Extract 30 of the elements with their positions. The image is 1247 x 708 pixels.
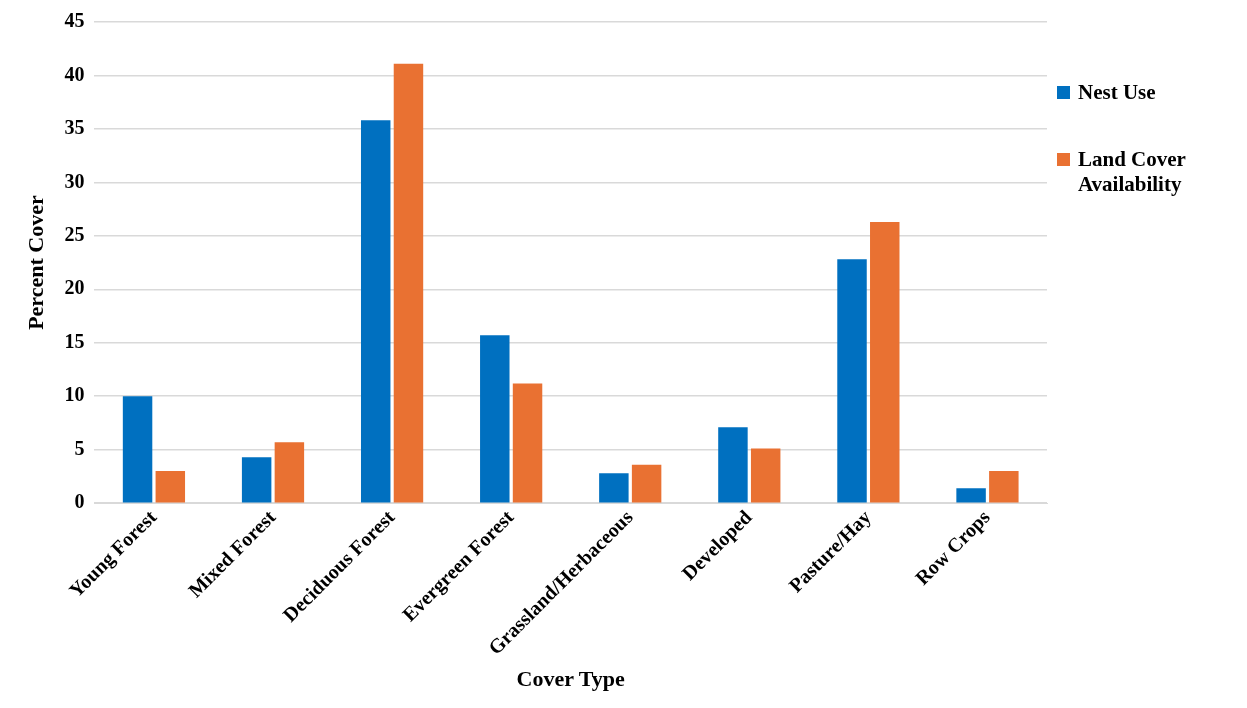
y-tick-label: 30 xyxy=(64,169,85,192)
bar xyxy=(870,221,900,503)
y-tick-label: 40 xyxy=(64,62,85,85)
bar xyxy=(122,396,153,503)
bar xyxy=(155,471,186,503)
bar xyxy=(837,259,867,503)
bar xyxy=(718,427,748,503)
x-axis-title: Cover Type xyxy=(516,666,626,692)
bar xyxy=(480,335,510,503)
bar xyxy=(989,471,1019,503)
y-tick-label: 10 xyxy=(64,383,85,406)
y-tick-label: 15 xyxy=(64,329,85,352)
bar xyxy=(274,442,305,503)
y-tick-label: 35 xyxy=(64,116,85,139)
y-tick-label: 25 xyxy=(64,223,85,246)
y-tick-label: 5 xyxy=(74,436,85,459)
bar xyxy=(750,448,781,503)
y-tick-label: 0 xyxy=(74,490,85,513)
bar xyxy=(599,473,629,503)
bar xyxy=(512,383,543,503)
y-tick-label: 20 xyxy=(64,276,85,299)
bar xyxy=(393,63,424,503)
bar xyxy=(360,120,391,503)
legend-label: Nest Use xyxy=(1078,80,1156,105)
bar xyxy=(956,488,986,503)
y-tick-label: 45 xyxy=(64,9,85,32)
bar xyxy=(631,464,662,503)
y-axis-title: Percent Cover xyxy=(22,195,48,330)
legend-label: Land Cover Availability xyxy=(1078,147,1187,197)
bar xyxy=(241,457,272,503)
